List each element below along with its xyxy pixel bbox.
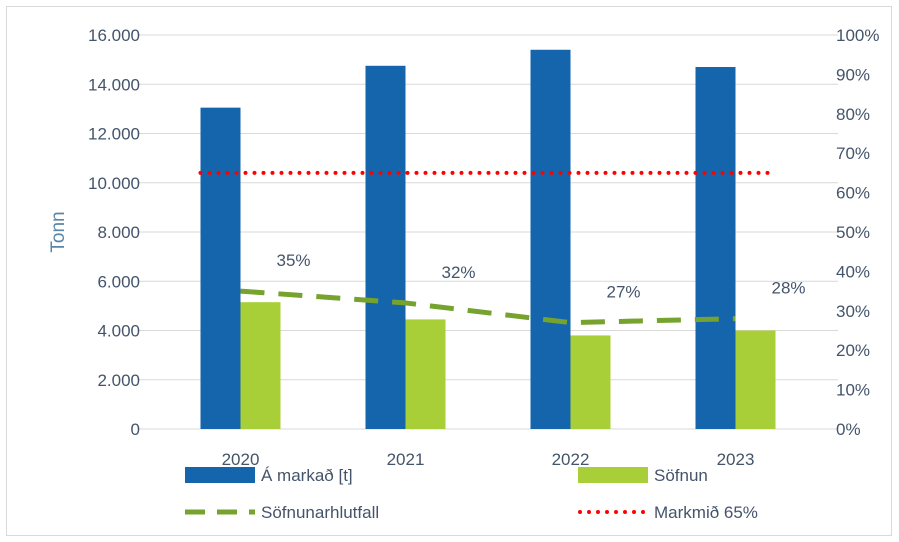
y-tick-label: 14.000	[88, 75, 140, 94]
y2-tick-label: 10%	[836, 381, 870, 400]
y2-tick-label: 20%	[836, 341, 870, 360]
bar-sofnun-2023	[735, 330, 776, 429]
axes: 0 2.000 4.000 6.000 8.000 10.000 12.000 14.000 1…	[48, 26, 879, 469]
data-label-sofnunarhlutfall: 28%	[771, 279, 805, 298]
x-tick-label: 2023	[717, 450, 755, 469]
bar-sofnun-2021	[405, 319, 446, 429]
bar-a-markad-2022	[530, 49, 571, 430]
bar-a-markad-2023	[695, 67, 736, 429]
y2-tick-label: 70%	[836, 144, 870, 163]
y-tick-label: 16.000	[88, 26, 140, 45]
data-label-sofnunarhlutfall: 27%	[606, 283, 640, 302]
y2-tick-label: 60%	[836, 184, 870, 203]
x-tick-label: 2022	[552, 450, 590, 469]
y-tick-label: 8.000	[97, 223, 140, 242]
bar-sofnun-2022	[570, 335, 611, 429]
y-tick-label: 6.000	[97, 272, 140, 291]
bar-sofnun-2020	[240, 302, 281, 429]
legend-sofnun-label: Söfnun	[654, 466, 708, 485]
y-tick-label: 0	[131, 420, 140, 439]
data-label-sofnunarhlutfall: 32%	[441, 263, 475, 282]
legend: Á markað [t] Söfnun Söfnunarhlutfall Markmi…	[185, 466, 758, 522]
y2-tick-label: 80%	[836, 105, 870, 124]
y-axis-title: Tonn	[48, 211, 69, 252]
y-tick-label: 2.000	[97, 371, 140, 390]
legend-sofnun-swatch	[578, 467, 648, 483]
data-label-sofnunarhlutfall: 35%	[276, 251, 310, 270]
legend-markmid-label: Markmið 65%	[654, 503, 758, 522]
bar-a-markad-2020	[200, 107, 241, 430]
y2-tick-label: 100%	[836, 26, 879, 45]
y2-tick-label: 40%	[836, 262, 870, 281]
data-labels: 35% 32% 27% 28%	[276, 251, 805, 302]
x-tick-label: 2021	[387, 450, 425, 469]
y-tick-label: 10.000	[88, 174, 140, 193]
x-tick-label: 2020	[222, 450, 260, 469]
y-tick-label: 4.000	[97, 322, 140, 341]
y2-tick-label: 0%	[836, 420, 861, 439]
y-tick-label: 12.000	[88, 125, 140, 144]
legend-a-markad-swatch	[185, 467, 255, 483]
bar-a-markad-2021	[365, 65, 406, 429]
legend-sofnunarhlutfall-label: Söfnunarhlutfall	[261, 503, 379, 522]
legend-a-markad-label: Á markað [t]	[261, 466, 353, 485]
bars	[200, 49, 776, 430]
y2-tick-label: 90%	[836, 65, 870, 84]
line-sofnunarhlutfall	[240, 288, 736, 326]
lines	[198, 170, 778, 326]
y2-tick-label: 30%	[836, 302, 870, 321]
chart-frame	[6, 6, 892, 536]
y2-tick-label: 50%	[836, 223, 870, 242]
